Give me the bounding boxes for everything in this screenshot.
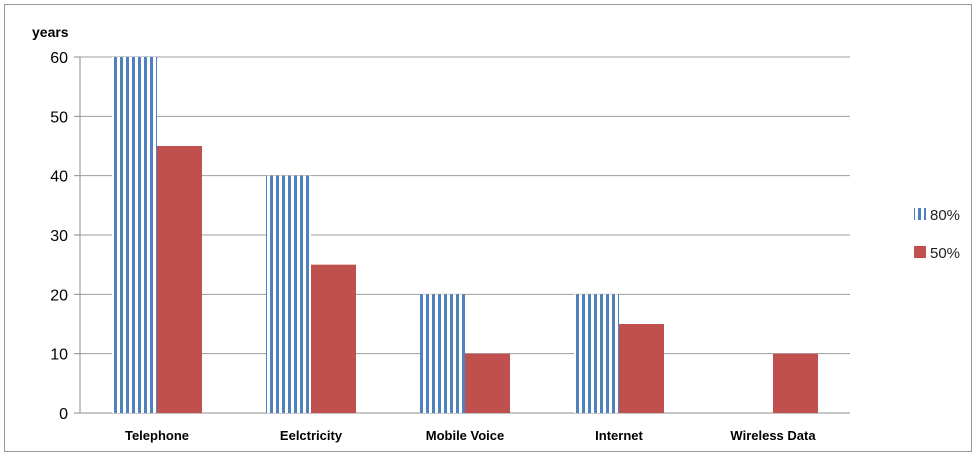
x-tick-label: Telephone — [125, 428, 189, 443]
bar-telephone-50pct — [157, 146, 202, 413]
y-axis-label: years — [32, 24, 69, 40]
y-tick-label: 0 — [59, 406, 68, 423]
legend-label: 50% — [930, 245, 960, 262]
bar-internet-80pct — [574, 294, 619, 413]
gridlines — [74, 56, 850, 414]
x-tick-labels: Telephone Eelctricity Mobile Voice Internet… — [125, 428, 816, 443]
legend: 80% 50% — [914, 207, 960, 262]
x-tick-label: Eelctricity — [280, 428, 343, 443]
bar-internet-50pct — [619, 324, 664, 413]
y-tick-label: 20 — [50, 287, 68, 304]
x-tick-label: Wireless Data — [730, 428, 816, 443]
y-tick-label: 60 — [50, 50, 68, 67]
y-tick-label: 40 — [50, 169, 68, 186]
legend-swatch-80pct — [914, 208, 926, 220]
bar-mobile-voice-50pct — [465, 353, 510, 413]
bar-eelctricity-50pct — [311, 264, 356, 413]
bar-wireless-data-50pct — [773, 353, 818, 413]
x-tick-label: Internet — [595, 428, 643, 443]
bar-telephone-80pct — [112, 57, 157, 413]
legend-label: 80% — [930, 207, 960, 224]
y-tick-label: 50 — [50, 109, 68, 126]
legend-swatch-50pct — [914, 246, 926, 258]
x-tick-label: Mobile Voice — [426, 428, 505, 443]
y-tick-labels: 0 10 20 30 40 50 60 — [50, 50, 68, 423]
y-tick-label: 30 — [50, 228, 68, 245]
bars — [112, 57, 818, 413]
bar-eelctricity-80pct — [266, 175, 311, 413]
bar-mobile-voice-80pct — [420, 294, 465, 413]
y-tick-label: 10 — [50, 347, 68, 364]
